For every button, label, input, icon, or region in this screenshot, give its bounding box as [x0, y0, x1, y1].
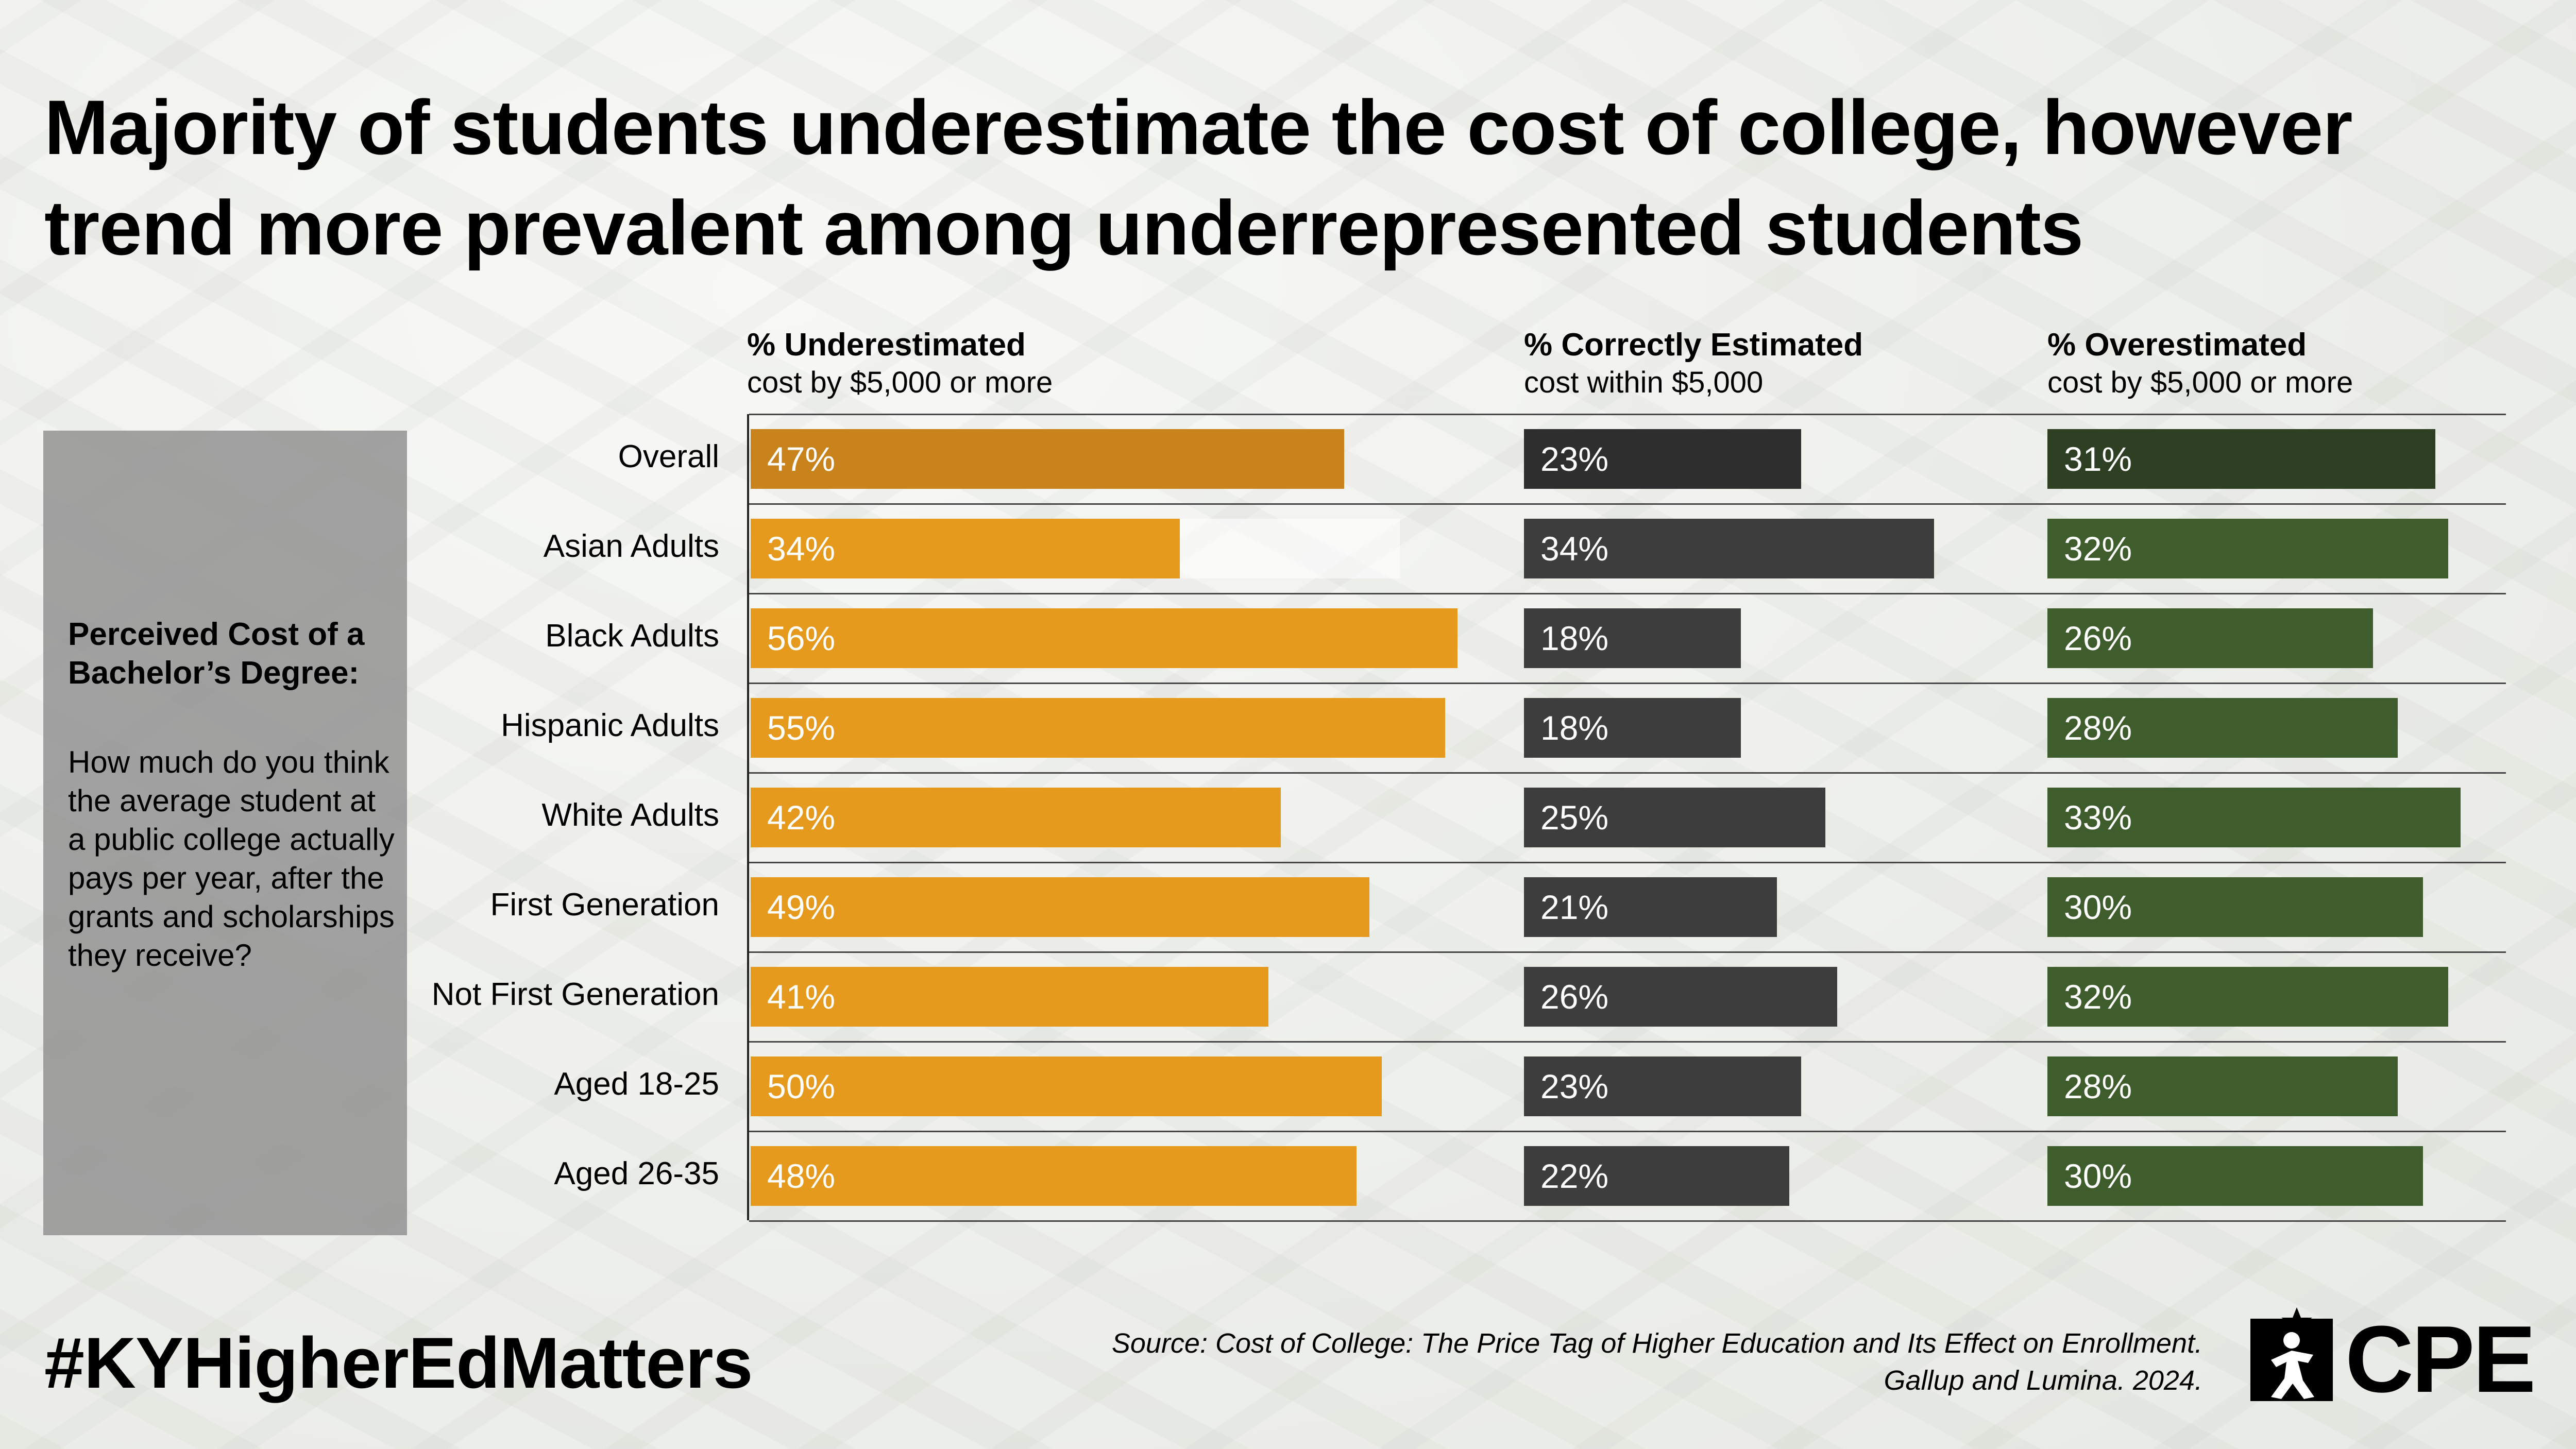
- row-separator-line: [749, 414, 2506, 415]
- chart-title: Majority of students underestimate the c…: [44, 84, 2353, 271]
- hashtag: #KYHigherEdMatters: [44, 1322, 753, 1403]
- bar: [2047, 788, 2461, 847]
- category-label: Not First Generation: [431, 977, 719, 1012]
- row-separator-line: [749, 1041, 2506, 1043]
- bar: [1524, 1146, 1789, 1206]
- row-separator-line: [749, 503, 2506, 505]
- bar: [2047, 519, 2448, 578]
- category-label: Aged 26-35: [554, 1156, 719, 1191]
- bar-value-label: 32%: [2064, 530, 2132, 568]
- bar-value-label: 33%: [2064, 798, 2132, 837]
- row-separator-line: [749, 772, 2506, 774]
- bar: [2047, 1146, 2423, 1206]
- bar-value-label: 25%: [1540, 798, 1609, 837]
- column-heading: % Underestimated: [747, 327, 1026, 363]
- column-heading: % Overestimated: [2047, 327, 2307, 363]
- bar-value-label: 50%: [767, 1067, 836, 1105]
- chart-axis-line: [747, 414, 749, 1220]
- bar-value-label: 23%: [1540, 1067, 1609, 1105]
- bar-value-label: 49%: [767, 888, 836, 926]
- bar-value-label: 56%: [767, 619, 836, 657]
- bar: [2047, 608, 2373, 668]
- bar: [751, 877, 1369, 937]
- bar: [751, 608, 1458, 668]
- row-separator-line: [749, 593, 2506, 594]
- bar: [2047, 1056, 2398, 1116]
- bar-value-label: 30%: [2064, 1157, 2132, 1195]
- bar-value-label: 28%: [2064, 1067, 2132, 1105]
- bar: [751, 1056, 1382, 1116]
- category-label: White Adults: [541, 797, 719, 833]
- column-header-underestimated: % Underestimated cost by $5,000 or more: [747, 326, 1053, 401]
- bar-value-label: 23%: [1540, 440, 1609, 478]
- category-label: Aged 18-25: [554, 1066, 719, 1102]
- category-label: First Generation: [490, 887, 719, 923]
- bar: [1524, 877, 1777, 937]
- question-title: Perceived Cost of a Bachelor’s Degree:: [68, 617, 365, 691]
- bar: [751, 698, 1445, 758]
- source-citation: Source: Cost of College: The Price Tag o…: [1112, 1325, 2202, 1399]
- bar-value-label: 30%: [2064, 888, 2132, 926]
- bar-value-label: 41%: [767, 978, 836, 1016]
- bar: [751, 429, 1344, 489]
- bar-value-label: 42%: [767, 798, 836, 837]
- category-label: Black Adults: [545, 618, 719, 654]
- bar-value-label: 18%: [1540, 619, 1609, 657]
- row-separator-line: [749, 1220, 2506, 1222]
- row-separator-line: [749, 683, 2506, 684]
- category-label: Overall: [618, 439, 719, 474]
- bar: [1524, 519, 1934, 578]
- column-heading: % Correctly Estimated: [1524, 327, 1863, 363]
- bar-value-label: 26%: [2064, 619, 2132, 657]
- row-separator-line: [749, 862, 2506, 863]
- bar-value-label: 34%: [1540, 530, 1609, 568]
- bar-value-label: 32%: [2064, 978, 2132, 1016]
- bar-value-label: 26%: [1540, 978, 1609, 1016]
- bar-value-label: 18%: [1540, 709, 1609, 747]
- bar-value-label: 34%: [767, 530, 836, 568]
- column-header-overestimated: % Overestimated cost by $5,000 or more: [2047, 326, 2353, 401]
- bar-value-label: 22%: [1540, 1157, 1609, 1195]
- bar: [1524, 967, 1838, 1027]
- column-subheading: cost by $5,000 or more: [747, 366, 1053, 399]
- survey-question-panel: Perceived Cost of a Bachelor’s Degree: H…: [43, 431, 407, 1235]
- logo-text: CPE: [2345, 1306, 2536, 1412]
- bar: [1524, 788, 1825, 847]
- bar: [2047, 698, 2398, 758]
- bar: [2047, 877, 2423, 937]
- bar: [751, 788, 1281, 847]
- bar: [751, 1146, 1357, 1206]
- bar-value-label: 47%: [767, 440, 836, 478]
- bar: [751, 967, 1268, 1027]
- bar: [2047, 967, 2448, 1027]
- source-line-1: Source: Cost of College: The Price Tag o…: [1111, 1328, 2202, 1359]
- bar: [1524, 698, 1741, 758]
- row-separator-line: [749, 951, 2506, 953]
- row-separator-line: [749, 1131, 2506, 1132]
- bar-value-label: 21%: [1540, 888, 1609, 926]
- column-subheading: cost by $5,000 or more: [2047, 366, 2353, 399]
- bar-value-label: 31%: [2064, 440, 2132, 478]
- bar-value-label: 48%: [767, 1157, 836, 1195]
- column-header-correct: % Correctly Estimated cost within $5,000: [1524, 326, 1863, 401]
- bar-value-label: 55%: [767, 709, 836, 747]
- bar: [2047, 429, 2436, 489]
- bar-value-label: 28%: [2064, 709, 2132, 747]
- category-label: Hispanic Adults: [501, 708, 719, 743]
- source-line-2: Gallup and Lumina. 2024.: [1884, 1365, 2202, 1396]
- column-subheading: cost within $5,000: [1524, 366, 1764, 399]
- bar: [751, 519, 1180, 578]
- cpe-logo-icon: [2250, 1307, 2333, 1401]
- bar: [1524, 608, 1741, 668]
- category-label: Asian Adults: [543, 529, 719, 564]
- bar: [1524, 1056, 1802, 1116]
- bar: [1524, 429, 1802, 489]
- question-text: How much do you think the average studen…: [68, 745, 395, 973]
